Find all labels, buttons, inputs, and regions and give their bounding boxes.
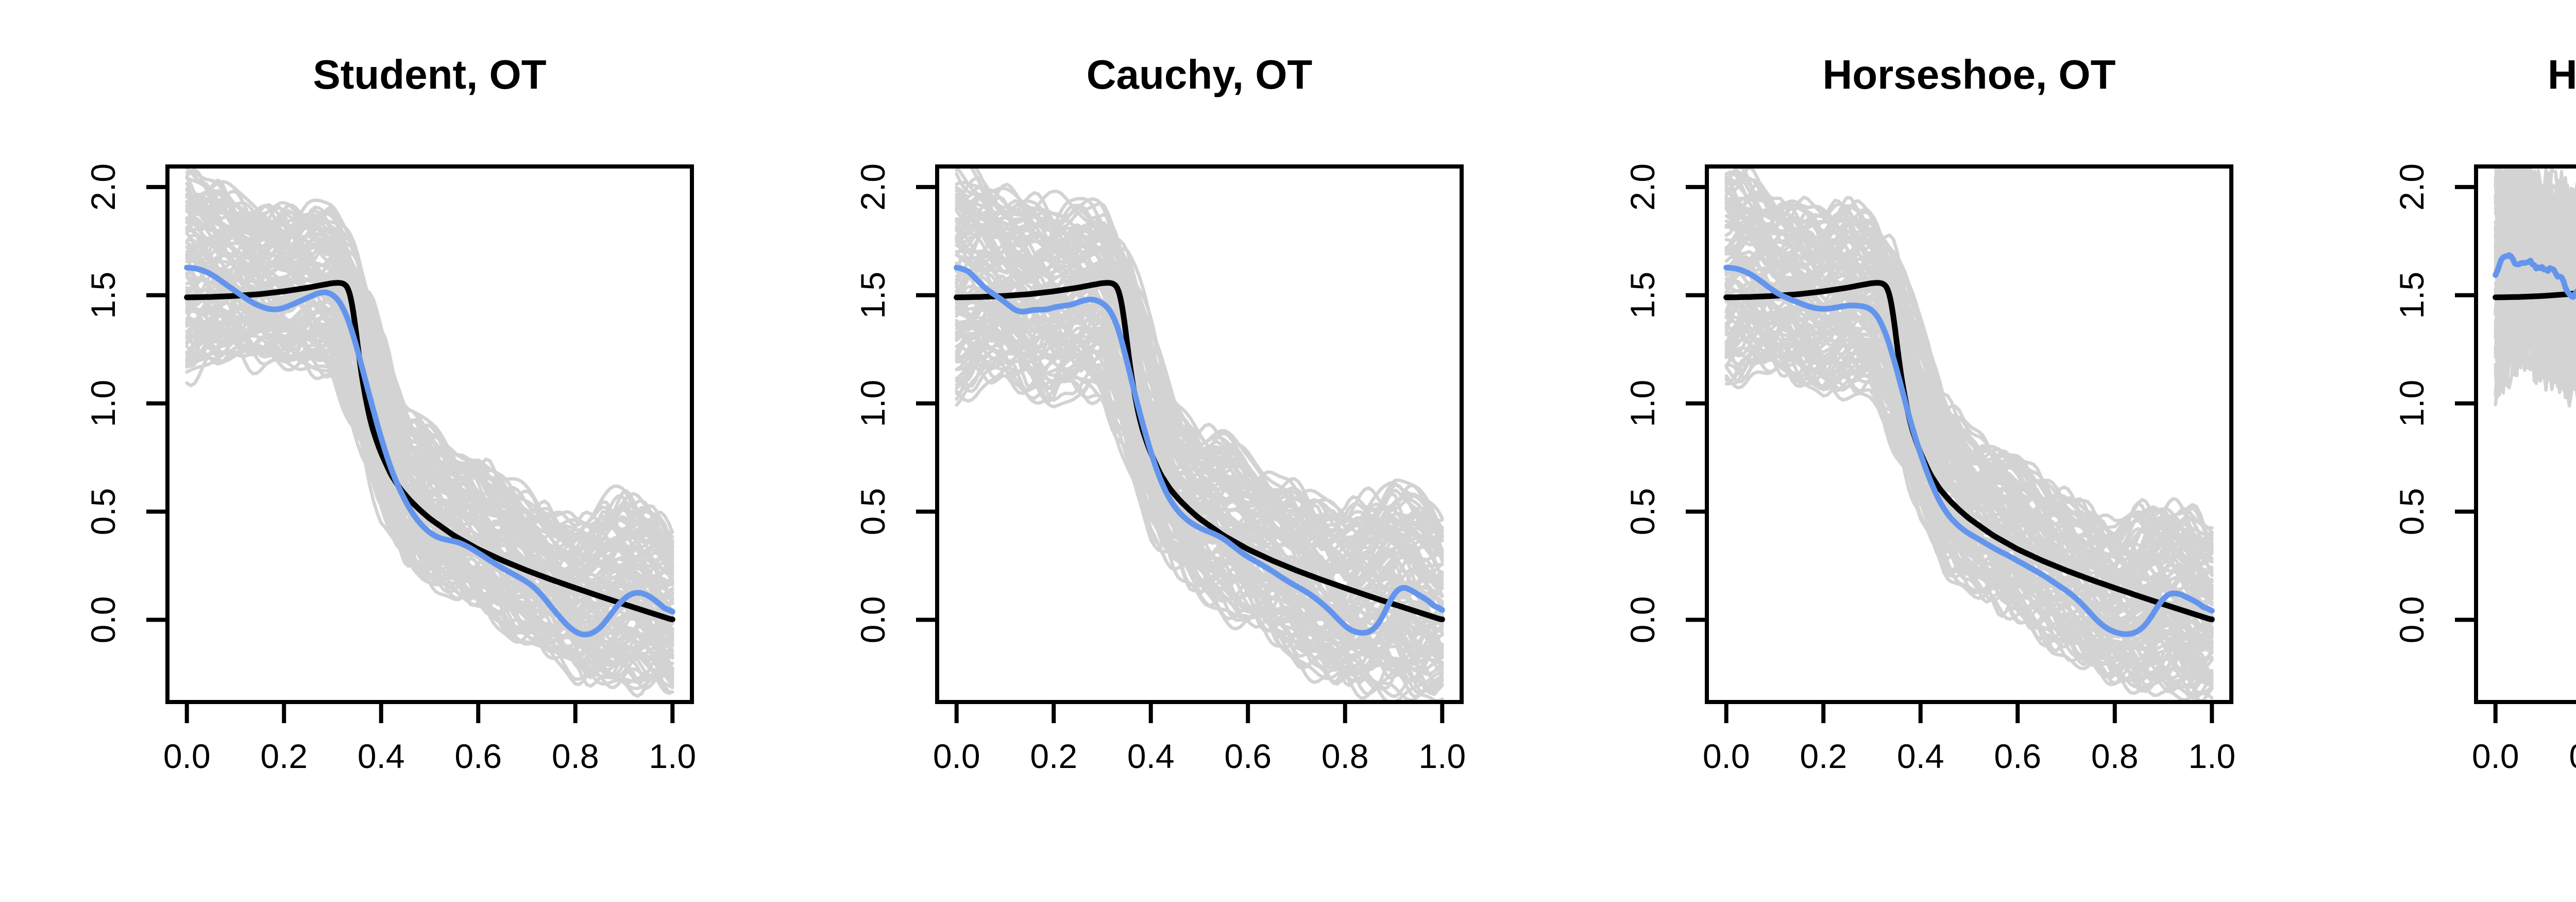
y-tick-label: 0.0 bbox=[854, 596, 892, 644]
posterior-draw bbox=[955, 166, 1444, 533]
posterior-draw bbox=[185, 277, 674, 639]
y-tick-label: 1.5 bbox=[1623, 272, 1662, 319]
posterior-draw bbox=[955, 210, 1444, 561]
posterior-draw bbox=[1724, 190, 2214, 553]
posterior-mean-curve bbox=[1723, 264, 2215, 637]
posterior-mean-curve bbox=[184, 264, 675, 638]
y-axis: 0.0 0.5 1.0 1.5 2.0 bbox=[1623, 163, 1707, 643]
x-tick-label: 1.0 bbox=[649, 737, 696, 775]
panel-title: Horseshoe, OT bbox=[1822, 52, 2115, 97]
plot-box bbox=[165, 164, 694, 704]
posterior-draw bbox=[955, 166, 1444, 527]
true-function-curve bbox=[1723, 280, 2215, 623]
x-tick-label: 0.6 bbox=[1994, 737, 2041, 775]
y-axis: 0.0 0.5 1.0 1.5 2.0 bbox=[84, 163, 167, 643]
posterior-draw bbox=[1724, 188, 2214, 572]
y-tick-label: 0.0 bbox=[1623, 596, 1662, 644]
panel-horseshoe-ot: 0.0 0.2 0.4 0.6 0.8 1.0 0.0 0.5 1.0 1.5 2.0 Horsesh… bbox=[1623, 52, 2235, 775]
x-tick-label: 0.6 bbox=[454, 737, 502, 775]
x-tick-label: 0.4 bbox=[1896, 737, 1944, 775]
plot-box bbox=[2474, 164, 2576, 704]
y-tick-label: 1.0 bbox=[84, 380, 122, 427]
y-axis: 0.0 0.5 1.0 1.5 2.0 bbox=[854, 163, 937, 643]
y-tick-label: 0.5 bbox=[84, 488, 122, 536]
x-axis: 0.0 0.2 0.4 0.6 0.8 1.0 bbox=[163, 702, 696, 775]
posterior-draw bbox=[185, 332, 674, 683]
posterior-draw bbox=[955, 333, 1444, 696]
x-tick-label: 0.0 bbox=[2472, 737, 2519, 775]
posterior-mean-curve bbox=[953, 264, 1445, 636]
x-tick-label: 0.2 bbox=[2569, 737, 2576, 775]
y-tick-label: 0.0 bbox=[2393, 596, 2431, 644]
x-tick-label: 0.4 bbox=[358, 737, 405, 775]
posterior-draw bbox=[1724, 172, 2214, 538]
y-tick-label: 1.0 bbox=[854, 380, 892, 427]
y-axis: 0.0 0.5 1.0 1.5 2.0 bbox=[2393, 163, 2477, 644]
x-tick-label: 0.0 bbox=[163, 737, 211, 775]
posterior-draw bbox=[2494, 331, 2576, 403]
true-function-curve bbox=[184, 280, 675, 623]
y-tick-label: 0.5 bbox=[1623, 488, 1662, 536]
posterior-draw-curves bbox=[1724, 166, 2214, 702]
x-tick-label: 0.8 bbox=[1321, 737, 1369, 775]
posterior-draw-curves bbox=[185, 166, 674, 698]
x-tick-label: 0.8 bbox=[2091, 737, 2138, 775]
posterior-draw bbox=[185, 180, 674, 545]
y-tick-label: 2.0 bbox=[1623, 163, 1662, 211]
y-tick-label: 1.5 bbox=[2393, 272, 2431, 319]
y-tick-label: 2.0 bbox=[84, 163, 122, 211]
x-tick-label: 0.0 bbox=[1702, 737, 1750, 775]
x-tick-label: 0.2 bbox=[1030, 737, 1077, 775]
x-tick-label: 0.6 bbox=[1224, 737, 1272, 775]
x-tick-label: 1.0 bbox=[2188, 737, 2235, 775]
posterior-draw-curves bbox=[2494, 166, 2576, 408]
panel-title: Cauchy, OT bbox=[1086, 52, 1312, 97]
posterior-draw bbox=[1724, 346, 2214, 689]
y-tick-label: 0.5 bbox=[854, 488, 892, 536]
y-tick-label: 2.0 bbox=[2393, 163, 2431, 211]
x-tick-label: 0.2 bbox=[1800, 737, 1847, 775]
plot-box bbox=[935, 164, 1464, 704]
x-axis: 0.0 0.2 0.4 0.6 0.8 1.0 bbox=[933, 702, 1466, 775]
x-tick-label: 0.0 bbox=[933, 737, 980, 775]
posterior-draw bbox=[955, 205, 1444, 555]
posterior-draw bbox=[2494, 341, 2576, 389]
y-tick-label: 1.0 bbox=[1623, 380, 1662, 427]
plot-box bbox=[1704, 164, 2233, 704]
posterior-draw bbox=[955, 299, 1444, 641]
y-tick-label: 0.5 bbox=[2393, 488, 2431, 536]
y-tick-label: 2.0 bbox=[854, 163, 892, 211]
x-tick-label: 0.4 bbox=[1127, 737, 1175, 775]
posterior-draw bbox=[185, 291, 674, 644]
posterior-draw bbox=[185, 170, 674, 539]
posterior-draw bbox=[185, 176, 674, 534]
y-tick-label: 1.5 bbox=[84, 272, 122, 319]
x-axis: 0.00.20.40.60.81.0 bbox=[2472, 702, 2576, 775]
x-tick-label: 0.2 bbox=[260, 737, 308, 775]
panel-title: Horseshoe, tau=1/n bbox=[2548, 52, 2576, 97]
x-tick-label: 1.0 bbox=[1418, 737, 1466, 775]
x-tick-label: 0.8 bbox=[552, 737, 599, 775]
panel-student-ot: 0.0 0.2 0.4 0.6 0.8 1.0 0.0 0.5 1.0 1.5 2.0 Student… bbox=[84, 52, 696, 775]
posterior-draw bbox=[955, 320, 1444, 655]
panel-horseshoe-tau: 0.00.20.40.60.81.00.00.51.01.52.0Horsesh… bbox=[2393, 52, 2576, 775]
y-tick-label: 0.0 bbox=[84, 596, 122, 644]
panel-cauchy-ot: 0.0 0.2 0.4 0.6 0.8 1.0 0.0 0.5 1.0 1.5 2.0 Cauchy,… bbox=[854, 52, 1466, 775]
posterior-draw bbox=[972, 166, 1444, 534]
x-axis: 0.0 0.2 0.4 0.6 0.8 1.0 bbox=[1702, 702, 2235, 775]
posterior-draw-curves bbox=[955, 166, 1444, 702]
panel-title: Student, OT bbox=[313, 52, 546, 97]
y-tick-label: 1.5 bbox=[854, 272, 892, 319]
true-function-curve bbox=[953, 280, 1445, 623]
y-tick-label: 1.0 bbox=[2393, 380, 2431, 427]
